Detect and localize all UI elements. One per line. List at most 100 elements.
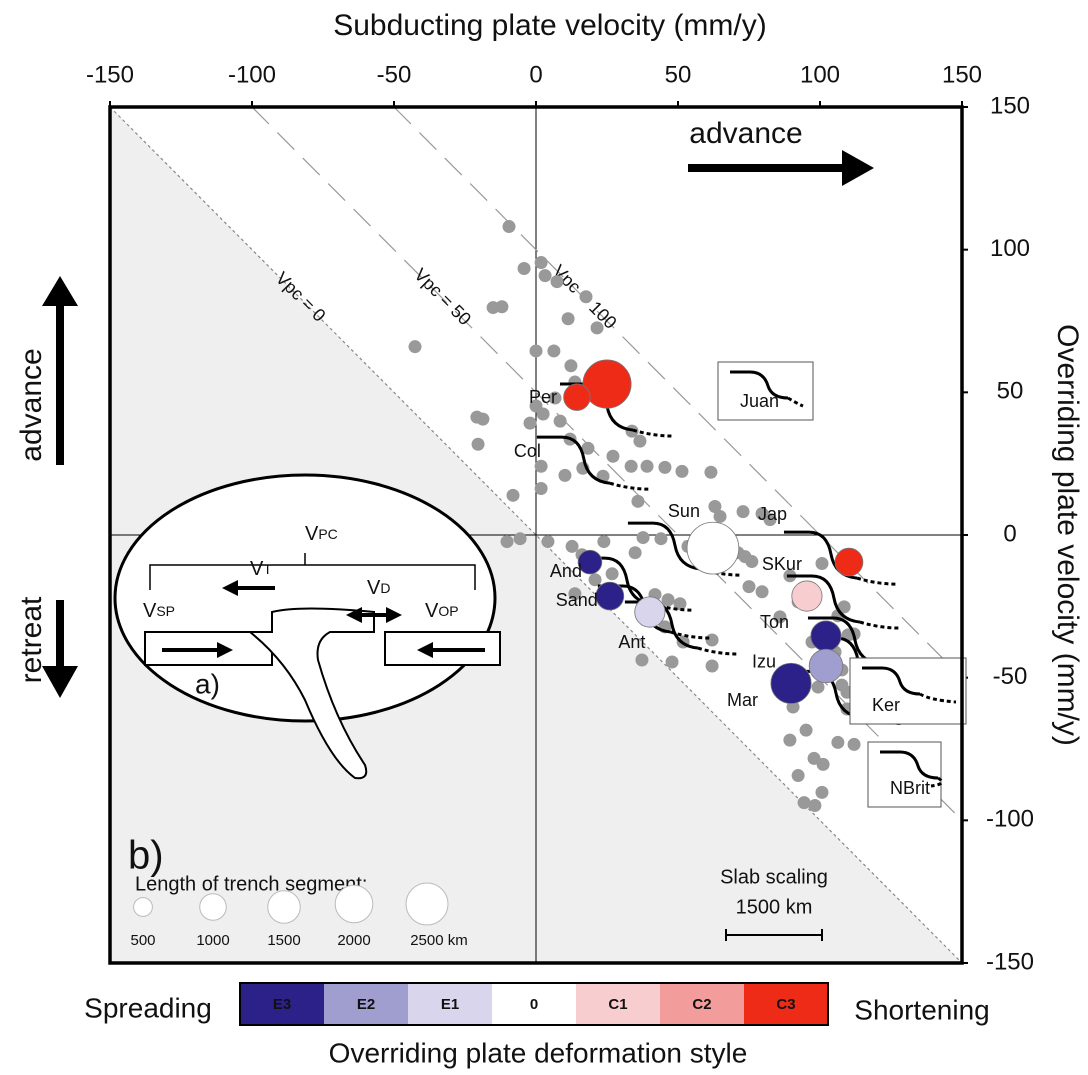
boxed-label: NBrit (890, 778, 930, 798)
subduction-zone (834, 547, 864, 577)
data-point (705, 659, 719, 673)
inset-label: VOP (425, 600, 459, 622)
data-point (665, 655, 679, 669)
data-point (742, 580, 756, 594)
y-tick-label: -50 (993, 663, 1028, 690)
inset-label-sub: D (380, 580, 390, 596)
reference-label: Vpc = 50 (410, 264, 475, 329)
slab-sketch (627, 521, 702, 571)
data-point (808, 798, 822, 812)
subduction-zone (791, 580, 823, 612)
data-point (486, 301, 500, 315)
data-point (797, 796, 811, 810)
data-point (471, 437, 485, 451)
data-point (661, 593, 675, 607)
inset-label-sub: T (263, 561, 272, 577)
colorbar-label: E1 (441, 996, 459, 1013)
colorbar-label: 0 (530, 996, 538, 1013)
data-point (597, 535, 611, 549)
data-point (564, 359, 578, 373)
data-point (635, 653, 649, 667)
reference-line (393, 106, 963, 679)
data-point (847, 737, 861, 751)
subduction-zone (634, 596, 666, 628)
subduction-zone (595, 581, 625, 611)
size-legend-label: 1500 (267, 932, 300, 949)
colorbar-cell (408, 983, 492, 1025)
data-point (548, 391, 562, 405)
data-point (708, 499, 722, 513)
data-point (568, 587, 582, 601)
subduction-zone (808, 648, 844, 684)
inset-label-sub: PC (318, 526, 337, 542)
inset-label-main: V (250, 558, 264, 580)
data-point (713, 509, 727, 523)
x-tick-label: 150 (942, 61, 982, 88)
inset-label-sub: OP (438, 603, 458, 619)
data-point (534, 459, 548, 473)
colorbar-cell (324, 983, 408, 1025)
data-point (705, 633, 719, 647)
data-point (831, 735, 845, 749)
zone-label: Sun (668, 501, 700, 521)
data-point (513, 532, 527, 546)
data-point (654, 532, 668, 546)
arrow-head (42, 666, 78, 698)
data-point (553, 414, 567, 428)
y-tick-label: 0 (1003, 520, 1016, 547)
data-point (579, 290, 593, 304)
y-tick-label: 50 (997, 378, 1024, 405)
slab (247, 607, 375, 780)
retreat-label: retreat (15, 596, 48, 683)
zone-label: Mar (727, 690, 758, 710)
slab-tail (609, 481, 650, 491)
data-point (529, 399, 543, 413)
arrow-head (842, 150, 874, 186)
size-legend-title: Length of trench segment: (135, 873, 367, 895)
colorbar-label: E2 (357, 996, 375, 1013)
slab-sketch (862, 666, 921, 696)
x-tick-label: -150 (86, 61, 134, 88)
reference-line (251, 106, 963, 821)
data-point (565, 539, 579, 553)
inset-label: VPC (305, 523, 338, 545)
data-point (636, 531, 650, 545)
advance-label: advance (15, 348, 48, 461)
data-point (675, 464, 689, 478)
x-tick-label: 50 (665, 61, 692, 88)
data-point (606, 449, 620, 463)
size-legend-circle (199, 893, 227, 921)
inset-label-main: V (143, 600, 157, 622)
zone-label: Ant (618, 632, 645, 652)
inset (113, 473, 501, 780)
data-point (736, 505, 750, 519)
data-point (815, 557, 829, 571)
data-point (588, 573, 602, 587)
inset-label-main: V (425, 600, 439, 622)
size-legend-label: 2500 km (410, 932, 468, 949)
size-legend-circle (334, 884, 374, 924)
slab-sketch (880, 750, 939, 780)
zone-label: Jap (758, 504, 787, 524)
size-legend-circle (133, 897, 153, 917)
data-point (534, 481, 548, 495)
data-point (558, 468, 572, 482)
bracket (149, 553, 476, 590)
panel-label: b) (128, 834, 164, 878)
data-point (590, 321, 604, 335)
data-point (816, 757, 830, 771)
foreground: Per Col And Sand Ant Sun Jap SKur Ton Izu Mar Juan K… (84, 105, 990, 1068)
zone-label: Izu (752, 652, 776, 672)
data-point (628, 546, 642, 560)
subduction-zone (582, 359, 632, 409)
slab-tail (856, 576, 897, 586)
data-point (517, 261, 531, 275)
size-legend-label: 2000 (337, 932, 370, 949)
colorbar-cell (576, 983, 660, 1025)
colorbar-cell (492, 983, 576, 1025)
data-point (658, 460, 672, 474)
colorbar-title: Overriding plate deformation style (329, 1037, 748, 1068)
size-legend-circle (405, 882, 449, 926)
data-point (640, 459, 654, 473)
